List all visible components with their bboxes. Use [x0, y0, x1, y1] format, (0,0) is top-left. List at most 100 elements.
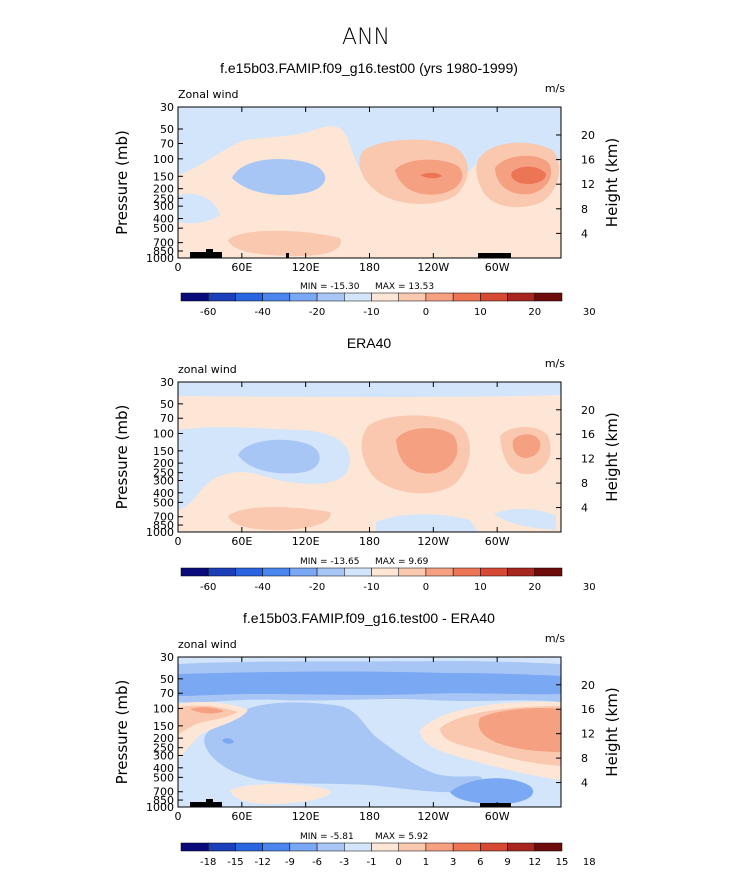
height-tick-label: 8: [581, 477, 588, 490]
topo-africa-peak: [206, 249, 213, 253]
colorbar-label: -1: [367, 857, 377, 868]
colorbar-swatch: [480, 292, 508, 302]
height-tick-label: 12: [581, 728, 595, 741]
colorbar: -60 -40 -20 -10 0 10 20 30: [180, 567, 596, 593]
colorbar-swatch: [480, 842, 508, 852]
topo-andes: [480, 803, 511, 807]
y-tick-label: 400: [153, 487, 174, 500]
colorbar-label: 6: [477, 857, 483, 868]
height-tick-label: 4: [581, 502, 588, 515]
contour-mid-blue: [238, 439, 320, 474]
x-tick-label: 0: [175, 261, 182, 274]
panel-title: f.e15b03.FAMIP.f09_g16.test00 - ERA40: [243, 610, 495, 626]
right-axis-label: Height (km): [603, 412, 621, 501]
panel-difference: f.e15b03.FAMIP.f09_g16.test00 - ERA40 zo…: [113, 610, 621, 868]
colorbar-label: 3: [450, 857, 456, 868]
x-tick-label: 120W: [417, 810, 449, 823]
colorbar-label: -9: [285, 857, 295, 868]
y-tick-label: 850: [153, 519, 174, 532]
contour-strat-blue: [178, 382, 561, 397]
x-tick-label: 180: [359, 535, 380, 548]
colorbar-label: 0: [423, 582, 429, 593]
y-tick-label: 400: [153, 762, 174, 775]
contour-near-surface: [228, 230, 341, 256]
colorbar-swatch: [371, 292, 399, 302]
colorbar-label: 30: [583, 307, 596, 318]
colorbar-swatch: [316, 842, 345, 852]
colorbar-label: -20: [309, 582, 325, 593]
x-tick-label: 60W: [485, 810, 510, 823]
colorbar-swatch: [507, 292, 536, 302]
topo-africa-peak: [206, 799, 213, 803]
colorbar-label: 15: [556, 857, 569, 868]
colorbar-label: -40: [254, 582, 270, 593]
panel-title: f.e15b03.FAMIP.f09_g16.test00 (yrs 1980-…: [220, 60, 518, 76]
x-tick-label: 60W: [485, 535, 510, 548]
colorbar-swatch: [534, 842, 563, 852]
y-tick-label: 300: [153, 200, 174, 213]
contour-neg-right-surface: [450, 778, 534, 804]
y-tick-label: 250: [153, 742, 174, 755]
y-tick-label: 500: [153, 222, 174, 235]
variable-label: Zonal wind: [178, 88, 239, 101]
colorbar-swatch: [235, 842, 263, 852]
contour-red-core-small: [420, 172, 442, 179]
topo-africa: [190, 802, 222, 807]
colorbar-swatch: [507, 842, 536, 852]
height-tick-label: 4: [581, 227, 588, 240]
colorbar-label: -15: [227, 857, 243, 868]
y-axis-label: Pressure (mb): [113, 680, 131, 785]
topography: [190, 249, 511, 258]
y-tick-label: 200: [153, 183, 174, 196]
contour-strat-mid: [178, 671, 561, 696]
y-tick-label: 250: [153, 192, 174, 205]
colorbar-swatch: [452, 292, 481, 302]
y-tick-label: 100: [153, 428, 174, 441]
colorbar-swatch: [534, 567, 563, 577]
colorbar-label: -3: [339, 857, 349, 868]
contour-pos-left-b: [178, 705, 238, 734]
y-tick-label: 500: [153, 496, 174, 509]
x-tick-label: 0: [175, 810, 182, 823]
topo-africa: [190, 252, 222, 258]
x-tick-label: 120E: [292, 261, 320, 274]
x-tick-label: 180: [359, 810, 380, 823]
colorbar-swatch: [398, 292, 427, 302]
y-tick-label: 700: [153, 237, 174, 250]
height-tick-label: 16: [581, 428, 595, 441]
topo-indonesia: [286, 253, 289, 258]
height-tick-label: 20: [581, 129, 595, 142]
contour-pos-surface: [230, 784, 331, 804]
colorbar-swatch: [180, 567, 209, 577]
colorbar-label: -10: [363, 307, 379, 318]
colorbar-label: 1: [423, 857, 429, 868]
height-tick-label: 20: [581, 679, 595, 692]
x-tick-label: 60W: [485, 261, 510, 274]
height-tick-label: 12: [581, 178, 595, 191]
colorbar-swatch: [344, 842, 372, 852]
right-axis-label: Height (km): [603, 687, 621, 776]
y-tick-label: 150: [153, 445, 174, 458]
max-label: MAX = 13.53: [375, 282, 434, 292]
height-tick-label: 8: [581, 203, 588, 216]
panel-reference: ERA40 zonal wind m/s 0 60E 120E 180 120W 60W 3…: [113, 335, 621, 593]
panel-title: ERA40: [347, 335, 392, 351]
y-tick-label: 500: [153, 771, 174, 784]
colorbar-label: 0: [423, 307, 429, 318]
x-tick-label: 120E: [292, 810, 320, 823]
x-tick-label: 120W: [417, 261, 449, 274]
contour-mid-blue: [232, 158, 326, 196]
colorbar-swatch: [235, 292, 263, 302]
variable-label: zonal wind: [178, 363, 237, 376]
colorbar-label: -60: [200, 582, 216, 593]
x-tick-label: 120E: [292, 535, 320, 548]
colorbar: -60 -40 -20 -10 0 10 20 30: [180, 292, 596, 318]
colorbar-swatch: [507, 567, 536, 577]
contour-neg-speck: [222, 738, 234, 744]
x-tick-label: 120W: [417, 535, 449, 548]
colorbar-swatch: [398, 842, 427, 852]
contour-surface-blue: [376, 514, 478, 532]
contour-red-core: [511, 166, 546, 184]
y-tick-label: 300: [153, 474, 174, 487]
